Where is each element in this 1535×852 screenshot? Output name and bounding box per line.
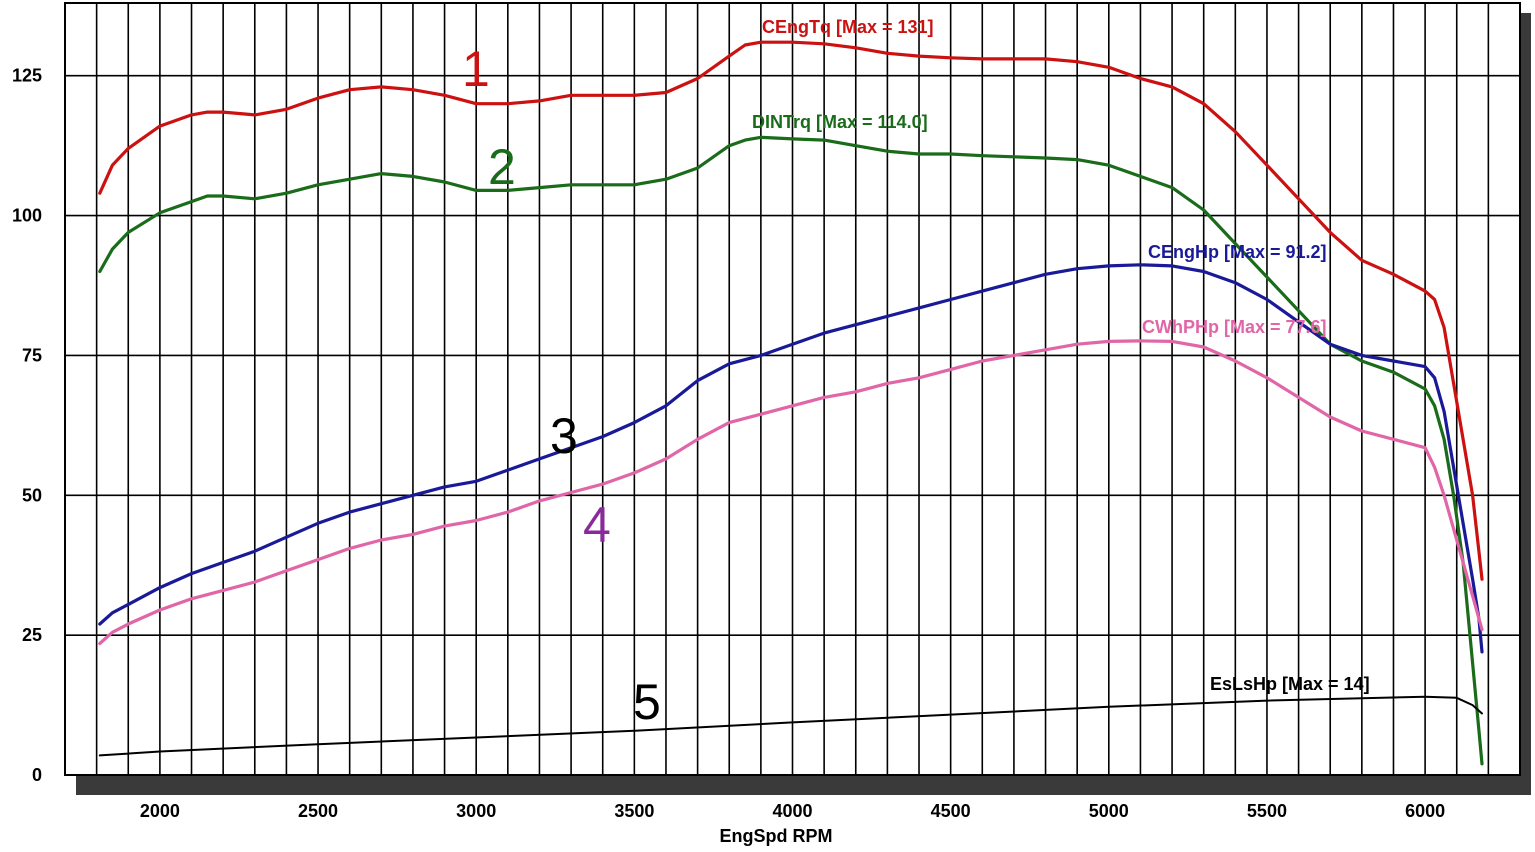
series-number-5: 5 [633,674,661,730]
series-number-4: 4 [583,497,611,553]
series-number-2: 2 [488,139,516,195]
series-line-2 [98,135,1484,766]
series-number-1: 1 [462,41,490,97]
series-label-4: CWhPHp [Max = 77.6] [1142,317,1327,337]
series-number-3: 3 [550,408,578,464]
series-label-5: EsLsHp [Max = 14] [1210,674,1370,694]
x-tick-label: 6000 [1405,801,1445,821]
x-tick-labels: 2000 2500 3000 3500 4000 4500 5000 5500 6000 [140,801,1445,821]
y-tick-label: 75 [22,345,42,365]
x-tick-label: 2000 [140,801,180,821]
x-tick-label: 4000 [772,801,812,821]
series-labels: CEngTq [Max = 131] DINTrq [Max = 114.0] CE… [752,17,1370,694]
series-label-1: CEngTq [Max = 131] [762,17,934,37]
series-line-1 [98,40,1484,581]
y-tick-label: 125 [12,66,42,86]
x-tick-label: 3000 [456,801,496,821]
x-tick-label: 4500 [931,801,971,821]
series-label-2: DINTrq [Max = 114.0] [752,112,928,132]
y-tick-labels: 0 25 50 75 100 125 [12,66,42,785]
series-lines [98,40,1484,766]
y-tick-label: 50 [22,485,42,505]
x-axis-title: EngSpd RPM [720,826,833,846]
series-line-4 [98,339,1484,646]
x-tick-label: 5000 [1089,801,1129,821]
x-tick-label: 5500 [1247,801,1287,821]
vertical-gridlines [95,3,1490,775]
y-tick-label: 25 [22,625,42,645]
y-tick-label: 0 [32,765,42,785]
series-line-5 [98,695,1483,757]
series-line-3 [98,263,1484,654]
horizontal-gridlines [65,74,1520,636]
x-tick-label: 2500 [298,801,338,821]
y-tick-label: 100 [12,206,42,226]
series-numbers: 1 2 34 5 [462,41,661,730]
series-label-3: CEngHp [Max = 91.2] [1148,242,1327,262]
x-tick-label: 3500 [614,801,654,821]
